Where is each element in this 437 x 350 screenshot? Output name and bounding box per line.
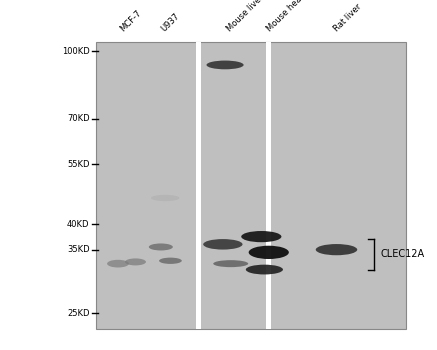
Ellipse shape: [249, 246, 289, 259]
Text: 35KD: 35KD: [67, 245, 90, 254]
Ellipse shape: [246, 265, 283, 274]
Text: Mouse liver: Mouse liver: [225, 0, 266, 33]
Text: 25KD: 25KD: [67, 309, 90, 318]
Text: U937: U937: [160, 11, 182, 33]
Text: Mouse heart: Mouse heart: [264, 0, 308, 33]
Ellipse shape: [213, 260, 248, 267]
Ellipse shape: [125, 258, 146, 265]
Text: 100KD: 100KD: [62, 47, 90, 56]
Ellipse shape: [107, 260, 129, 267]
Text: 70KD: 70KD: [67, 114, 90, 123]
Ellipse shape: [203, 239, 243, 250]
Bar: [266, 42, 271, 329]
Text: CLEC12A: CLEC12A: [380, 249, 424, 259]
Ellipse shape: [207, 61, 244, 69]
Bar: [196, 42, 201, 329]
Ellipse shape: [149, 244, 173, 251]
Ellipse shape: [159, 258, 182, 264]
Text: 55KD: 55KD: [67, 160, 90, 169]
Text: 40KD: 40KD: [67, 220, 90, 229]
Text: MCF-7: MCF-7: [118, 8, 143, 33]
FancyBboxPatch shape: [96, 42, 406, 329]
Ellipse shape: [241, 231, 281, 242]
Text: Rat liver: Rat liver: [332, 2, 364, 33]
Ellipse shape: [151, 195, 180, 201]
Ellipse shape: [316, 244, 357, 255]
